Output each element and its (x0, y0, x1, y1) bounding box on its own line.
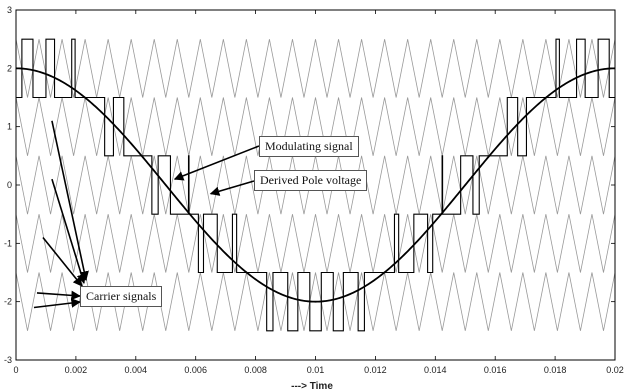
modulating-signal-line (15, 67, 616, 303)
arrow-carrier-4 (36, 290, 81, 301)
arrow-derived-pole-voltage (209, 180, 255, 196)
x-tick-label: 0.02 (606, 365, 624, 375)
x-tick-label: 0.014 (424, 365, 447, 375)
carrier-band-4 (15, 214, 616, 273)
x-tick-label: 0.002 (65, 365, 88, 375)
annotation-derived-pole-voltage: Derived Pole voltage (254, 170, 368, 191)
carrier-band-2 (15, 97, 616, 156)
x-tick-label: 0.008 (244, 365, 267, 375)
x-tick-label: 0.012 (364, 365, 387, 375)
y-tick-label: 1 (7, 122, 12, 132)
x-axis-label: ---> Time (291, 381, 333, 392)
x-tick-label: 0.004 (125, 365, 148, 375)
annotation-arrows (33, 120, 260, 309)
arrow-carrier-3 (42, 236, 83, 287)
x-tick-label: 0.018 (544, 365, 567, 375)
x-tick-label: 0.006 (184, 365, 207, 375)
arrow-carrier-1 (51, 120, 89, 281)
carrier-band-1 (15, 39, 616, 98)
annotation-carrier-signals: Carrier signals (80, 286, 163, 307)
derived-pole-voltage-series (16, 38, 615, 332)
y-tick-label: 3 (7, 5, 12, 15)
axes: 0 0.002 0.004 0.006 0.008 0.01 0.012 0.014 0.016… (4, 5, 624, 375)
x-tick-label: 0.016 (484, 365, 507, 375)
x-tick-label: 0 (13, 365, 18, 375)
y-tick-label: -2 (4, 297, 12, 307)
y-tick-label: -3 (4, 355, 12, 365)
x-tick-label: 0.01 (307, 365, 325, 375)
y-tick-label: 0 (7, 180, 12, 190)
annotation-modulating-signal: Modulating signal (259, 136, 359, 157)
arrow-carrier-5 (33, 298, 81, 309)
arrow-modulating-signal (173, 145, 260, 181)
modulating-signal-series (15, 67, 616, 303)
arrow-carrier-2 (51, 178, 87, 284)
carrier-band-5 (15, 272, 616, 331)
y-tick-label: -1 (4, 238, 12, 248)
y-tick-label: 2 (7, 63, 12, 73)
pole-voltage-line (16, 38, 615, 332)
